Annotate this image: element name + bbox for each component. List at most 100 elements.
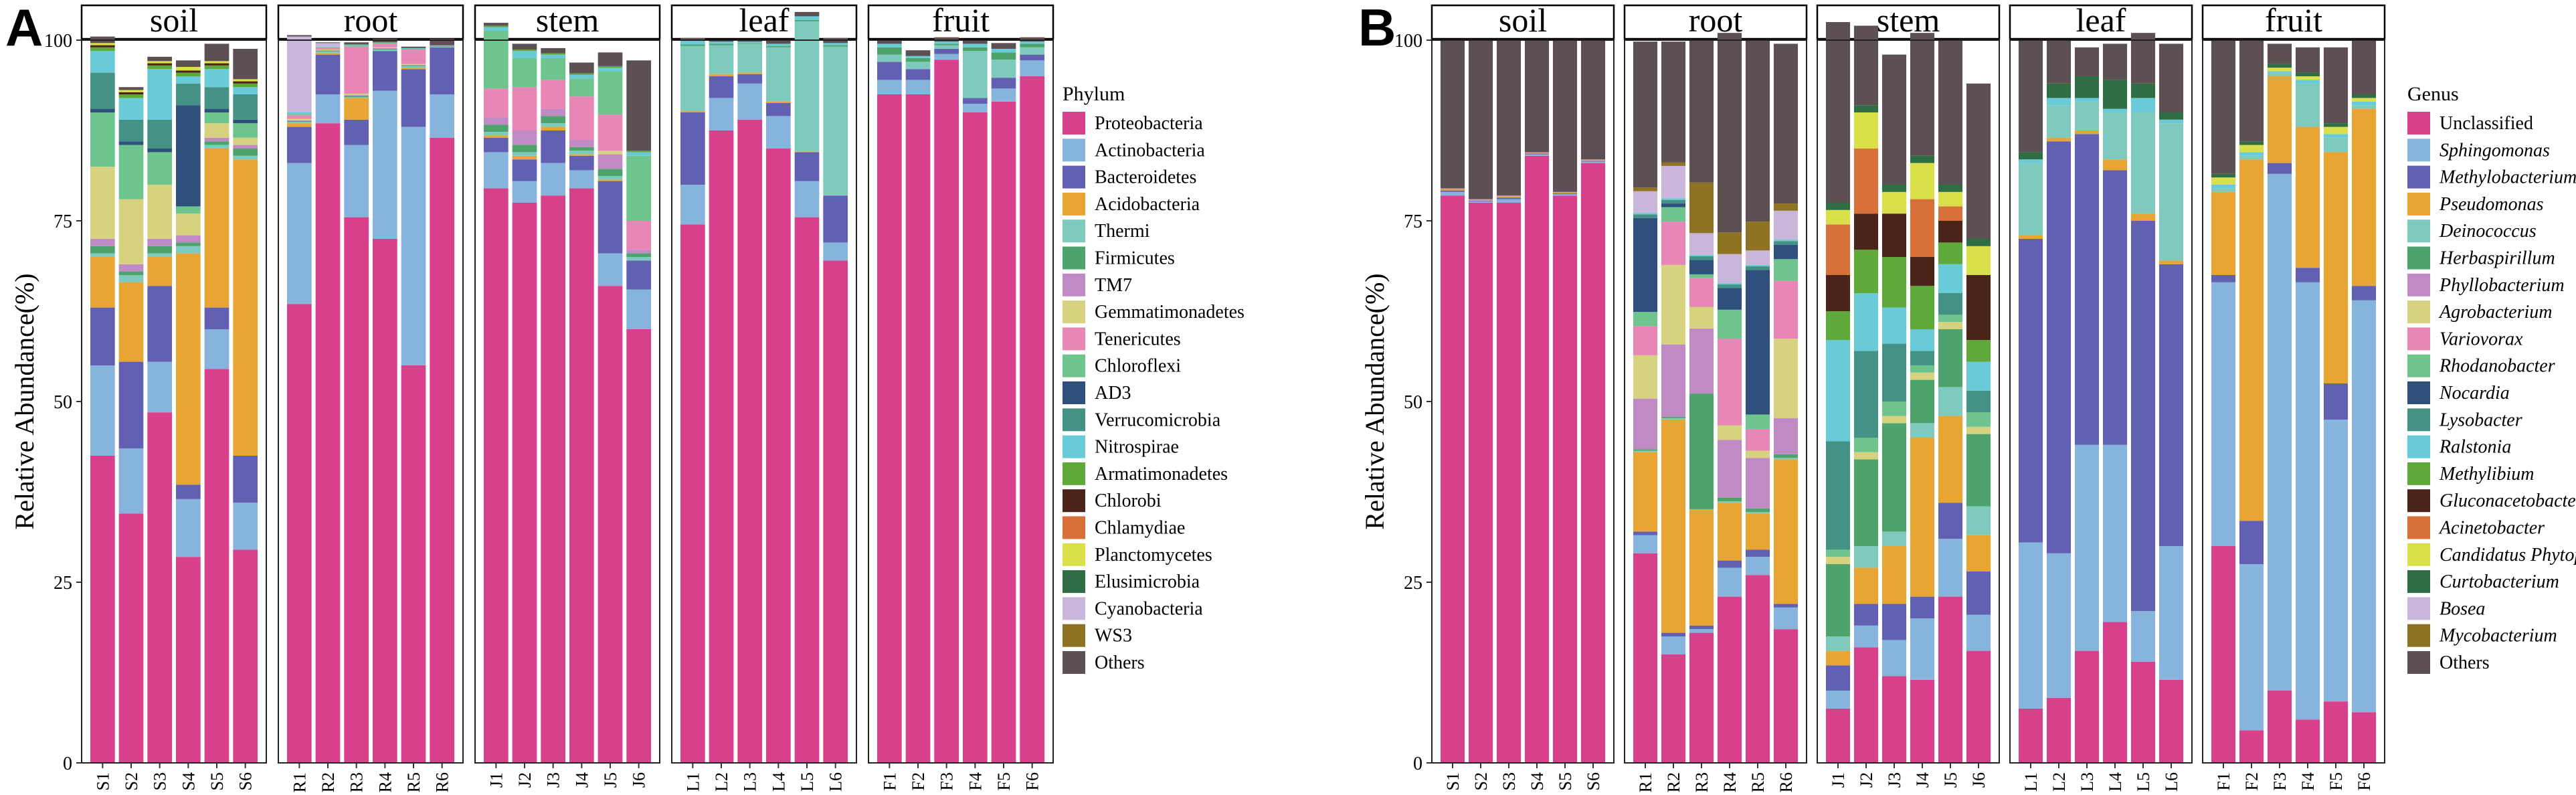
- bar-segment: [401, 48, 426, 50]
- bar-segment: [1966, 412, 1991, 427]
- bar-segment: [430, 46, 455, 47]
- bar-segment: [1825, 549, 1851, 557]
- facet-leaf: leaf L1 L2 L3 L4 L5 L6: [670, 1, 858, 792]
- bar-segment: [1938, 387, 1963, 416]
- legend-label: Pseudomonas: [2439, 194, 2544, 215]
- bar-segment: [233, 81, 258, 84]
- bar-segment: [2351, 286, 2377, 300]
- bar-segment: [2211, 191, 2236, 275]
- bar-segment: [541, 54, 566, 58]
- bar-segment: [204, 149, 229, 308]
- bar-segment: [1524, 155, 1550, 764]
- bar-segment: [2323, 383, 2349, 420]
- bar-segment: [905, 50, 931, 56]
- bar-segment: [1938, 242, 1963, 264]
- bar-segment: [1881, 54, 1907, 185]
- bar-segment: [90, 239, 115, 246]
- bar-segment: [2018, 152, 2043, 160]
- bar-segment: [1580, 163, 1606, 764]
- bar-segment: [175, 253, 201, 485]
- bar-segment: [118, 513, 144, 763]
- bar-segment: [1496, 203, 1522, 763]
- bar-segment: [175, 213, 201, 236]
- bar-segment: [2295, 282, 2320, 720]
- bar-segment: [877, 94, 902, 763]
- bar-segment: [90, 47, 115, 52]
- bar-segment: [1966, 571, 1991, 615]
- facet-strip-label: root: [344, 1, 398, 39]
- bar-segment: [680, 112, 705, 185]
- bar-segment: [2102, 43, 2128, 80]
- bar-segment: [962, 47, 988, 52]
- bar-segment: [1853, 351, 1879, 438]
- bar-segment: [823, 242, 848, 261]
- bar-segment: [147, 257, 173, 286]
- bar-segment: [597, 114, 623, 151]
- bar-segment: [1524, 154, 1550, 156]
- bar-segment: [1689, 393, 1714, 509]
- bar-segment: [2130, 112, 2156, 214]
- bar-segment: [430, 38, 455, 46]
- bar-segment: [2295, 80, 2320, 84]
- legend-label: Agrobacterium: [2438, 302, 2553, 323]
- bar-segment: [1773, 244, 1799, 260]
- x-tick-label: R1: [290, 772, 309, 792]
- bar-segment: [2158, 260, 2184, 264]
- bar-segment: [2211, 173, 2236, 178]
- bar-segment: [1661, 420, 1686, 633]
- legend-swatch: [2407, 489, 2430, 513]
- bar-segment: [2239, 730, 2264, 763]
- bar-segment: [118, 92, 144, 94]
- bar-segment: [1580, 159, 1606, 161]
- legend-label: Herbaspirillum: [2439, 248, 2555, 269]
- bar-segment: [1910, 257, 1935, 286]
- facet-root: root R1 R2 R3 R4 R5 R6: [1623, 1, 1808, 792]
- bar-segment: [2211, 275, 2236, 282]
- bar-segment: [1853, 604, 1879, 626]
- bar-segment: [823, 45, 848, 47]
- bar-segment: [2074, 47, 2100, 76]
- bar-segment: [1825, 709, 1851, 763]
- bar-segment: [233, 79, 258, 82]
- bar-segment: [2351, 105, 2377, 109]
- bar-segment: [286, 163, 312, 304]
- bar-segment: [1717, 284, 1742, 288]
- legend-label: Sphingomonas: [2440, 140, 2550, 161]
- bar-segment: [483, 137, 509, 153]
- bar-segment: [1966, 83, 1991, 239]
- bar-segment: [765, 102, 791, 116]
- bar-segment: [147, 149, 173, 153]
- bar-segment: [512, 159, 537, 181]
- bar-segment: [118, 448, 144, 514]
- legend-label: Curtobacterium: [2440, 571, 2559, 592]
- legend-label: Candidatus Phytoplasma: [2440, 545, 2576, 565]
- bar-segment: [823, 43, 848, 46]
- bar-segment: [1853, 625, 1879, 648]
- bar-segment: [1773, 210, 1799, 240]
- bar-segment: [2074, 134, 2100, 445]
- bar-segment: [794, 181, 820, 217]
- bar-segment: [233, 119, 258, 124]
- bar-segment: [626, 257, 652, 261]
- bar-segment: [1881, 213, 1907, 257]
- bar-segment: [1633, 214, 1658, 218]
- facet-frame: [1624, 39, 1807, 764]
- bar-segment: [626, 221, 652, 250]
- bar-segment: [934, 54, 959, 60]
- legend-label: Actinobacteria: [1095, 140, 1205, 161]
- legend-label: Firmicutes: [1095, 248, 1175, 269]
- bar-segment: [286, 122, 312, 124]
- bar-segment: [1633, 217, 1658, 313]
- legend-swatch: [1063, 543, 1085, 566]
- bar-segment: [877, 80, 902, 94]
- bar-segment: [2046, 105, 2072, 138]
- bar-segment: [1661, 416, 1686, 418]
- y-tick-label: 0: [1413, 754, 1422, 774]
- bar-segment: [372, 239, 397, 763]
- bar-segment: [2018, 709, 2043, 763]
- bar-segment: [1938, 264, 1963, 293]
- bar-segment: [233, 87, 258, 94]
- bar-segment: [118, 119, 144, 142]
- bar-segment: [483, 135, 509, 138]
- bar-segment: [737, 40, 763, 42]
